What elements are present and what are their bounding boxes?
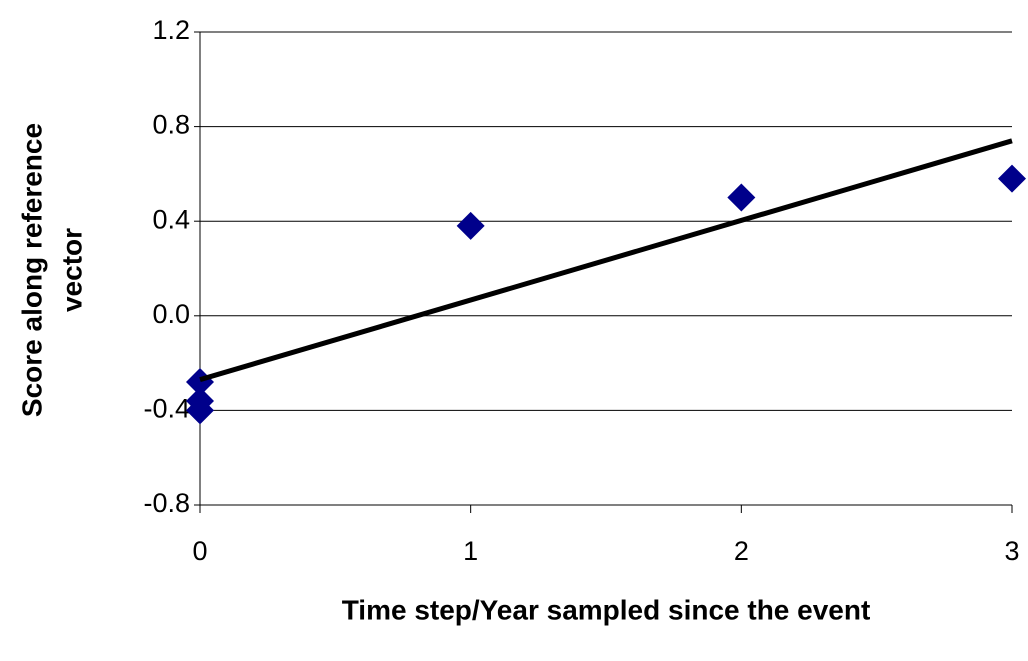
y-axis-title: Score along reference: [16, 123, 47, 417]
y-tick-label: 1.2: [152, 15, 190, 45]
point: [998, 164, 1026, 193]
y-axis-title: vector: [56, 228, 87, 312]
point: [727, 183, 756, 212]
y-tick-label: 0.8: [152, 110, 190, 140]
y-tick-label: -0.8: [143, 488, 190, 518]
x-tick-label: 2: [734, 536, 749, 566]
x-tick-label: 3: [1004, 536, 1019, 566]
x-tick-label: 0: [192, 536, 207, 566]
x-axis-title: Time step/Year sampled since the event: [342, 594, 871, 625]
y-tick-label: -0.4: [143, 394, 190, 424]
y-tick-label: 0.4: [152, 204, 190, 234]
point: [186, 396, 214, 425]
x-tick-label: 1: [463, 536, 478, 566]
y-tick-label: 0.0: [152, 299, 190, 329]
point: [456, 211, 485, 240]
trend-line: [199, 138, 1013, 383]
